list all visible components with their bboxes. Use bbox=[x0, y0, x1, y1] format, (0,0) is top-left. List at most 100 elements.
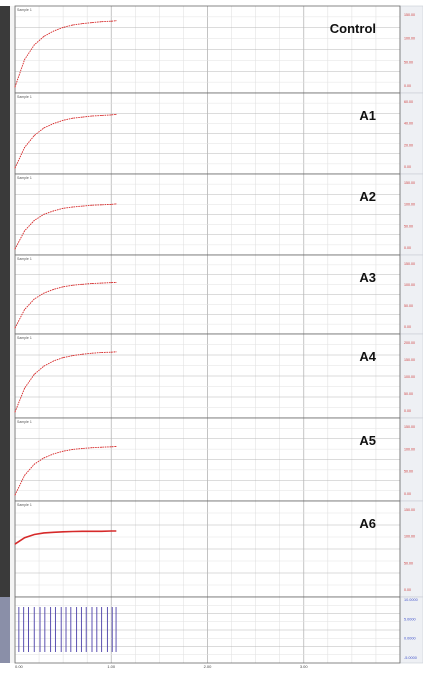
trace-point bbox=[101, 446, 103, 448]
trace-point bbox=[24, 59, 26, 60]
trace-point bbox=[24, 387, 26, 389]
right-tick-label: 50.00 bbox=[404, 470, 413, 474]
channel-label: Sample 1 bbox=[17, 420, 32, 424]
trace-point bbox=[81, 530, 83, 532]
trace-point bbox=[91, 530, 93, 532]
right-tick-label: 100.00 bbox=[404, 447, 415, 451]
right-axis-strip bbox=[399, 173, 423, 256]
stimulus-panel: 10.0000 5.0000 0.0000 -5.0000 0.00 1.00 2.00 3.… bbox=[0, 596, 423, 669]
trace-point bbox=[101, 352, 103, 353]
right-tick-label: 50.00 bbox=[404, 304, 413, 308]
trace-point bbox=[53, 30, 54, 32]
trace-point bbox=[62, 450, 64, 452]
trace-point bbox=[115, 530, 117, 532]
channel-y-strip bbox=[10, 6, 14, 93]
trace-point bbox=[110, 282, 112, 284]
trace-point bbox=[53, 210, 54, 212]
trace-point bbox=[14, 167, 16, 169]
right-tick-label: 100.00 bbox=[404, 375, 415, 379]
trace-point bbox=[101, 204, 103, 206]
trace-point bbox=[110, 203, 112, 205]
right-axis-strip bbox=[399, 5, 423, 94]
panel-title: A4 bbox=[359, 349, 376, 364]
right-tick-label: 50.00 bbox=[404, 392, 413, 396]
right-tick-label: 0.00 bbox=[404, 588, 411, 592]
right-tick-label: 0.00 bbox=[404, 165, 411, 169]
trace-point bbox=[33, 373, 35, 375]
channel-side-bar bbox=[0, 334, 10, 418]
trace-point bbox=[101, 115, 103, 116]
trace-point bbox=[81, 116, 83, 118]
channel-side-bar bbox=[0, 174, 10, 255]
trace-point bbox=[62, 286, 64, 288]
trace-point bbox=[24, 309, 26, 310]
trace-line bbox=[14, 20, 117, 88]
trace-point bbox=[33, 463, 35, 465]
panel-title: A1 bbox=[359, 108, 376, 123]
trace-point bbox=[115, 20, 117, 22]
trace-point bbox=[72, 284, 74, 286]
trace-point bbox=[115, 203, 117, 205]
channel-panel: Sample 1 150.00 100.00 50.00 0.00 A3 bbox=[0, 254, 423, 335]
channel-label: Sample 1 bbox=[17, 257, 32, 261]
trace-point bbox=[72, 531, 74, 532]
right-axis-strip bbox=[399, 92, 423, 175]
trace-point bbox=[14, 411, 16, 413]
right-tick-label: -5.0000 bbox=[404, 656, 417, 660]
x-tick-label: 2.00 bbox=[204, 664, 213, 669]
trace-point bbox=[81, 353, 83, 355]
trace-point bbox=[43, 213, 45, 215]
panel-title: A2 bbox=[359, 189, 376, 204]
right-tick-label: 0.0000 bbox=[404, 637, 416, 641]
trace-point bbox=[53, 360, 54, 362]
trace-point bbox=[43, 35, 45, 37]
channel-label: Sample 1 bbox=[17, 8, 32, 12]
channel-y-strip bbox=[10, 418, 14, 501]
trace-point bbox=[62, 357, 64, 359]
trace-point bbox=[24, 146, 26, 148]
channel-panel: Sample 1 150.00 100.00 50.00 0.00 A5 bbox=[0, 417, 423, 502]
right-tick-label: 150.00 bbox=[404, 425, 415, 429]
trace-point bbox=[53, 453, 54, 455]
channel-y-strip bbox=[10, 255, 14, 334]
trace-point bbox=[33, 219, 35, 221]
trace-point bbox=[72, 24, 74, 26]
trace-point bbox=[91, 22, 93, 24]
right-tick-label: 100.00 bbox=[404, 37, 415, 41]
right-tick-label: 150.00 bbox=[404, 262, 415, 266]
trace-point bbox=[81, 283, 83, 285]
trace-point bbox=[14, 543, 16, 545]
x-tick-label: 0.00 bbox=[15, 664, 24, 669]
right-tick-label: 150.00 bbox=[404, 13, 415, 17]
panel-title: A3 bbox=[359, 270, 376, 285]
trace-point bbox=[43, 127, 45, 129]
channel-label: Sample 1 bbox=[17, 503, 32, 507]
channel-side-bar bbox=[0, 597, 10, 663]
panel-title: Control bbox=[330, 21, 376, 36]
trace-line bbox=[14, 113, 117, 169]
trace-point bbox=[53, 288, 54, 290]
trace-line bbox=[14, 203, 117, 250]
trace-point bbox=[62, 119, 64, 121]
channel-y-strip bbox=[10, 93, 14, 174]
right-tick-label: 0.00 bbox=[404, 325, 411, 329]
channel-label: Sample 1 bbox=[17, 95, 32, 99]
trace-point bbox=[101, 530, 103, 532]
panel-title: A5 bbox=[359, 433, 376, 448]
trace-point bbox=[115, 281, 117, 283]
channel-side-bar bbox=[0, 93, 10, 174]
right-tick-label: 20.00 bbox=[404, 143, 413, 147]
channel-panel: Sample 1 150.00 100.00 50.00 0.00 A2 bbox=[0, 173, 423, 256]
right-tick-label: 60.00 bbox=[404, 100, 413, 104]
right-axis-strip bbox=[399, 500, 423, 598]
right-tick-label: 150.00 bbox=[404, 181, 415, 185]
x-tick-label: 1.00 bbox=[107, 664, 116, 669]
trace-point bbox=[14, 494, 16, 496]
right-tick-label: 150.00 bbox=[404, 358, 415, 362]
trace-point bbox=[91, 352, 93, 354]
trace-point bbox=[53, 531, 54, 533]
trace-point bbox=[115, 113, 117, 115]
right-tick-label: 10.0000 bbox=[404, 598, 418, 602]
trace-point bbox=[101, 282, 103, 284]
channel-side-bar bbox=[0, 255, 10, 334]
